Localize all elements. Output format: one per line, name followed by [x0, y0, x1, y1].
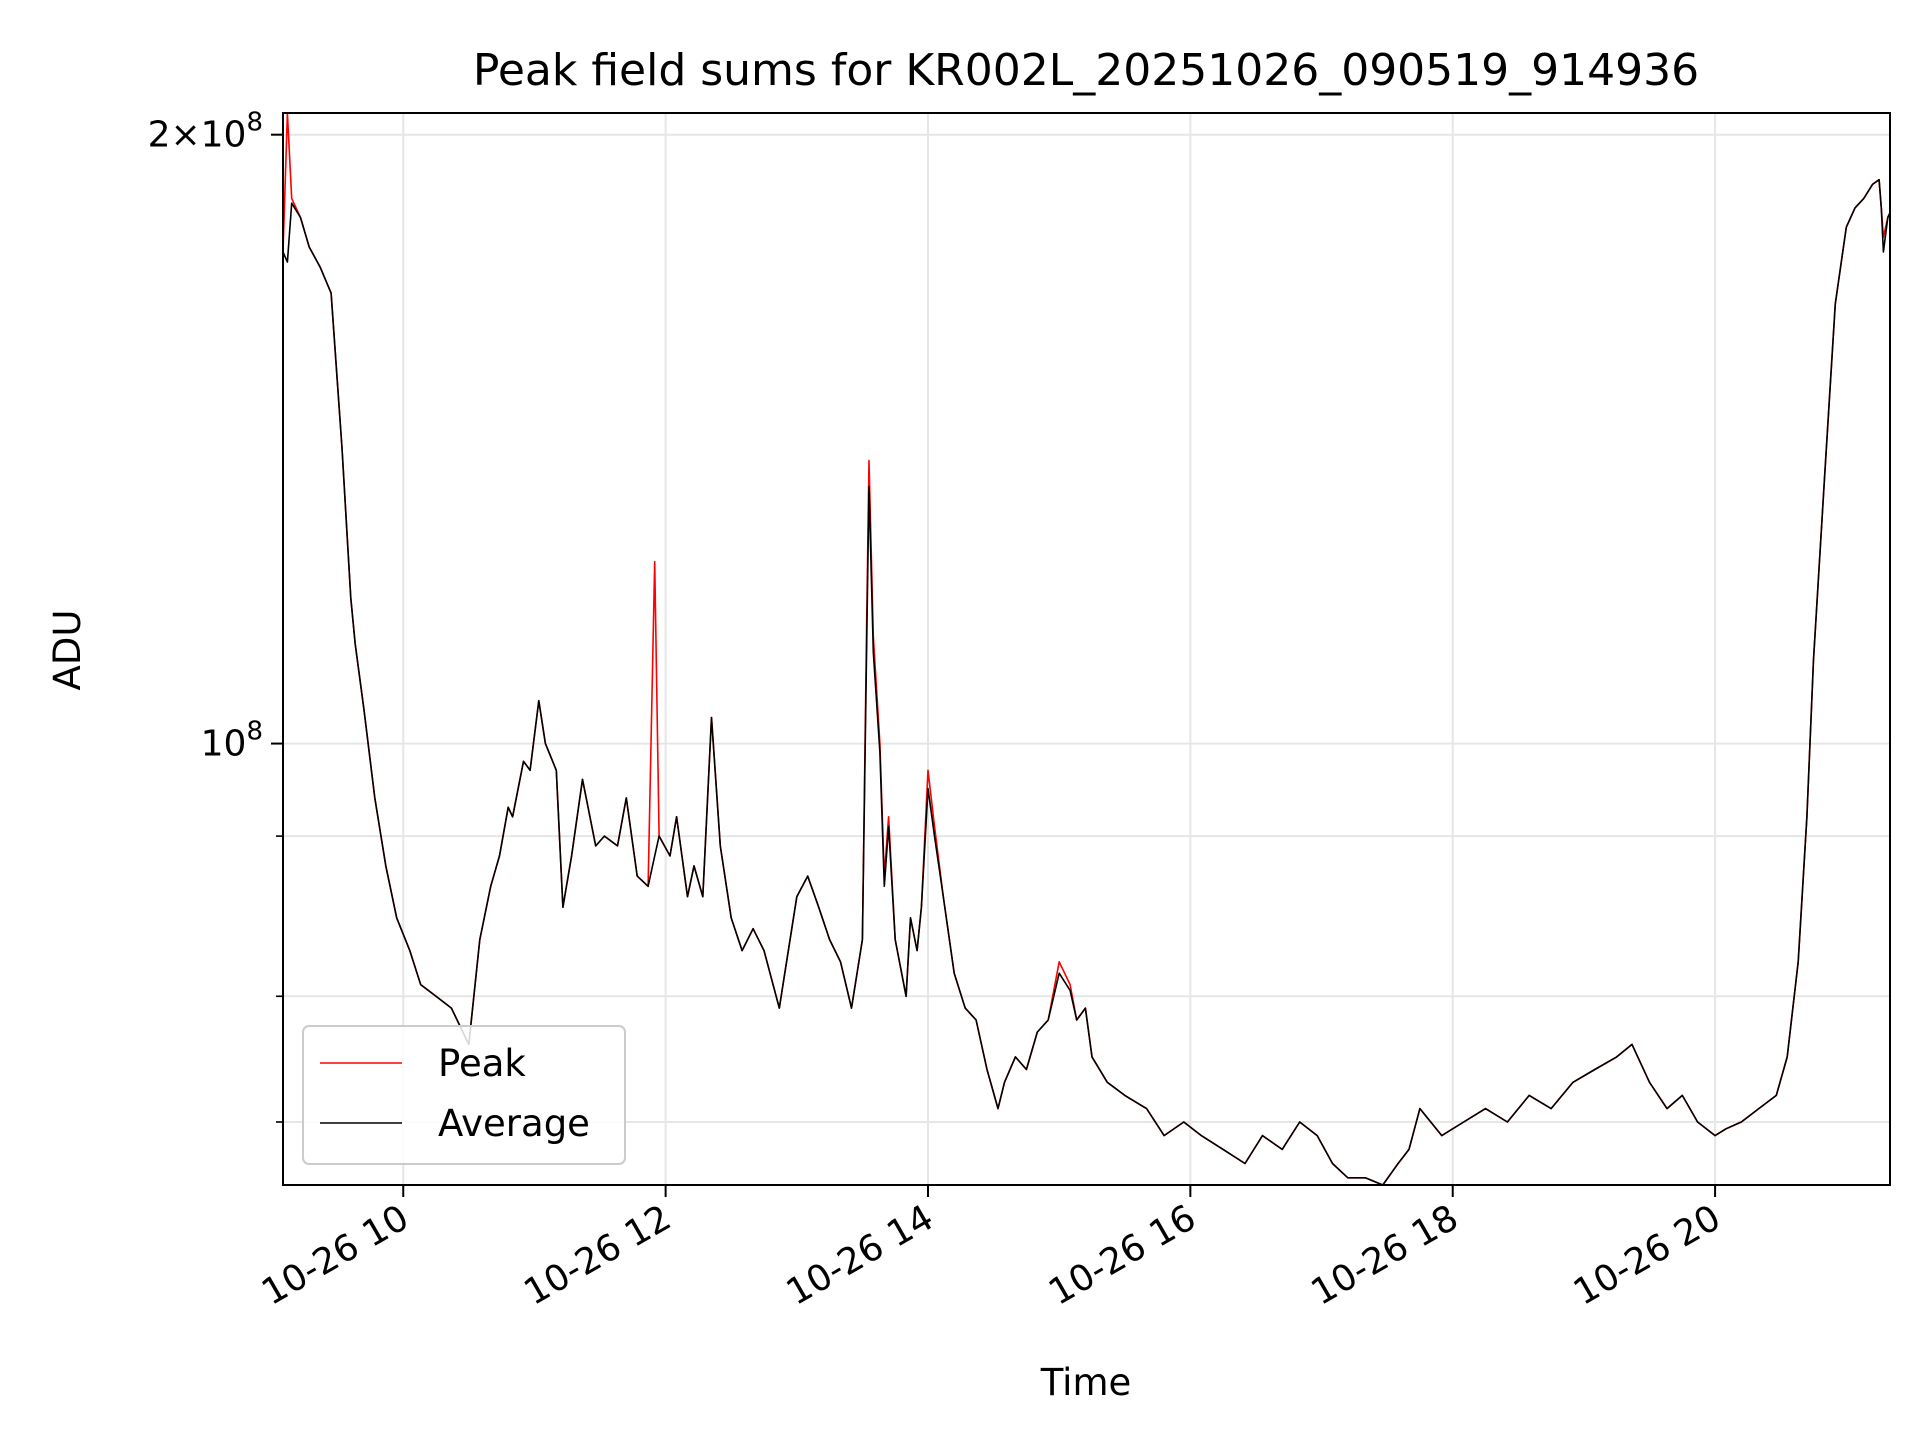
plot-frame: [282, 112, 1891, 1186]
legend: Peak Average: [302, 1025, 626, 1165]
chart-title: Peak field sums for KR002L_20251026_0905…: [473, 45, 1699, 96]
legend-peak-label: Peak: [438, 1042, 526, 1085]
grid-lines: [283, 113, 1890, 1185]
legend-box: [302, 1025, 626, 1165]
y-axis-label: ADU: [46, 610, 89, 691]
series-line-average: [282, 178, 1891, 1186]
y-tick-label: 2×108: [148, 108, 263, 156]
x-axis-label: Time: [1040, 1361, 1132, 1404]
series-layer: [282, 112, 1891, 1186]
legend-average-label: Average: [438, 1102, 590, 1145]
